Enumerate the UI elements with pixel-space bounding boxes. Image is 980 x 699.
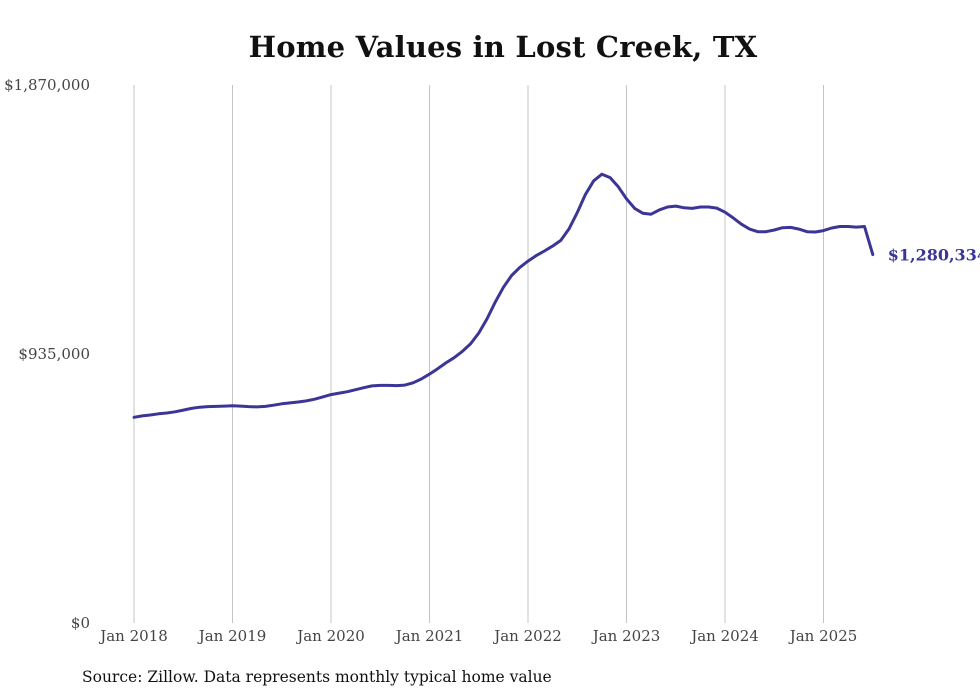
x-tick-label: Jan 2021 [394,627,464,645]
line-chart: $0$935,000$1,870,000 Jan 2018 Jan 2019 Jan… [4,76,980,645]
x-tick-label: Jan 2019 [197,627,267,645]
y-axis-ticks: $0 $935,000 $1,870,000 [4,76,90,632]
source-note: Source: Zillow. Data represents monthly … [82,668,552,686]
x-axis-ticks: Jan 2018 Jan 2019 Jan 2020 Jan 2021 Jan 2022… [98,627,857,645]
x-tick-label: Jan 2023 [591,627,661,645]
data-label-layer: $1,280,334 [888,246,980,265]
y-tick-label: $1,870,000 [4,76,90,94]
grid-lines [133,85,824,623]
x-tick-label: Jan 2024 [689,627,759,645]
chart-title: Home Values in Lost Creek, TX [248,30,758,64]
x-tick-label: Jan 2022 [492,627,562,645]
series-layer [132,172,875,419]
y-tick-label: $935,000 [18,345,90,363]
x-tick-label: Jan 2025 [788,627,858,645]
series-line [132,172,875,419]
x-tick-label: Jan 2018 [98,627,168,645]
end-value-label: $1,280,334 [888,246,980,265]
x-tick-label: Jan 2020 [295,627,365,645]
y-tick-label: $0 [71,614,90,632]
